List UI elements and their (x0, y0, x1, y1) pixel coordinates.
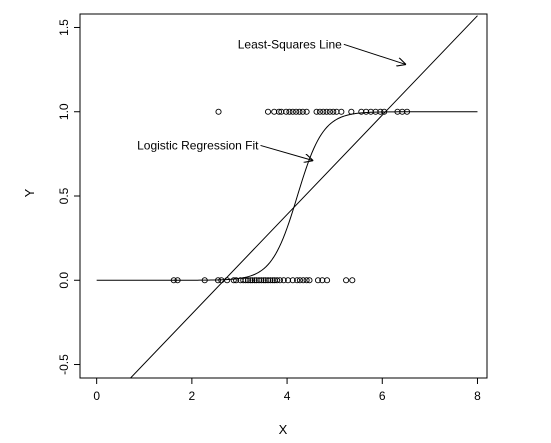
data-point (286, 108, 293, 115)
data-point (330, 108, 337, 115)
data-point (283, 108, 290, 115)
data-point (338, 108, 345, 115)
data-point (314, 277, 322, 284)
data-point (264, 108, 272, 115)
y-tick-label: 0.5 (57, 187, 71, 204)
data-point (274, 277, 281, 284)
data-point (320, 108, 327, 115)
data-point (233, 277, 240, 284)
y-tick-label: 0.0 (57, 272, 71, 289)
data-point (349, 277, 356, 284)
y-tick-label: 1.5 (57, 19, 71, 36)
data-point (269, 277, 276, 284)
data-point (275, 108, 283, 115)
data-point (296, 108, 303, 115)
data-point (293, 108, 300, 115)
x-axis-label: X (279, 422, 288, 437)
data-point (323, 108, 330, 115)
data-point (299, 108, 306, 115)
y-tick-label: 1.0 (57, 103, 71, 120)
x-axis: 0 2 4 6 8 (93, 378, 481, 403)
data-point (267, 277, 274, 284)
y-axis-label: Y (22, 188, 37, 197)
plot-area: Least-Squares Line Logistic Regression Fi… (79, 13, 488, 379)
data-point (313, 108, 320, 115)
annotation-arrow (343, 43, 406, 64)
data-point (280, 277, 287, 284)
data-point (326, 108, 333, 115)
data-point (249, 277, 256, 284)
data-point (215, 108, 222, 115)
data-point (343, 277, 350, 284)
x-tick-label: 0 (93, 389, 100, 403)
data-point (247, 277, 254, 284)
least-squares-line (129, 15, 478, 378)
annotation-label: Logistic Regression Fit (137, 138, 259, 152)
data-point (251, 277, 258, 284)
annotation-label: Least-Squares Line (238, 37, 342, 51)
data-point (303, 108, 310, 115)
data-point (244, 277, 252, 284)
data-point (306, 277, 313, 284)
x-tick-label: 8 (474, 389, 481, 403)
data-point (316, 108, 323, 115)
data-point (289, 277, 296, 284)
data-point (260, 277, 267, 284)
plot-frame (79, 13, 488, 379)
data-point (276, 277, 283, 284)
data-point (296, 277, 303, 284)
data-point (289, 108, 296, 115)
data-point (300, 277, 307, 284)
x-tick-label: 2 (189, 389, 196, 403)
x-tick-label: 6 (379, 389, 386, 403)
y-axis: -0.5 0.0 0.5 1.0 1.5 (57, 19, 80, 375)
x-tick-label: 4 (284, 389, 291, 403)
data-point (294, 277, 301, 284)
annotation-arrow (260, 144, 314, 160)
y-tick-label: -0.5 (57, 354, 71, 375)
data-point (303, 277, 310, 284)
data-point (230, 277, 237, 284)
data-point (324, 277, 331, 284)
data-point (258, 277, 265, 284)
logistic-curve (96, 111, 478, 281)
